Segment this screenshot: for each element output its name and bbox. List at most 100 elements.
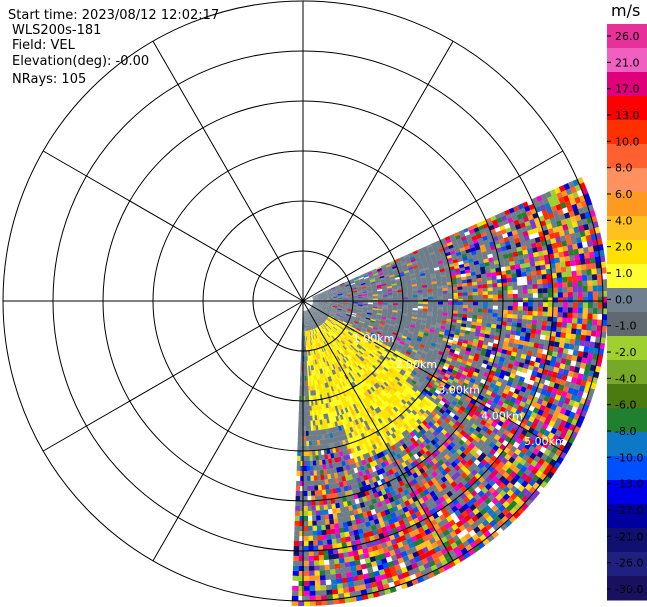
radar-ray	[312, 302, 605, 357]
range-label: 5.00km	[524, 435, 566, 448]
colorbar-tick-label: 17.0	[615, 83, 640, 96]
colorbar-cell	[607, 408, 647, 433]
radar-ray	[312, 244, 604, 300]
radar-ray	[308, 308, 490, 547]
colorbar-cell	[607, 96, 647, 121]
colorbar-tick-label: 8.0	[615, 162, 633, 175]
colorbar-tick-label: 6.0	[615, 188, 633, 201]
colorbar-tick-label: 13.0	[615, 109, 640, 122]
radar-ray	[312, 302, 604, 362]
colorbar-tick-label: -8.0	[615, 425, 636, 438]
radar-ray	[305, 310, 386, 597]
colorbar-cell	[607, 216, 647, 241]
radar-ray	[312, 209, 597, 299]
radar-ray	[305, 310, 397, 594]
radar-ray	[303, 310, 316, 606]
colorbar-tick-label: -21.0	[615, 530, 643, 543]
colorbar-tick-label: -13.0	[615, 478, 643, 491]
colorbar-tick-label: 2.0	[615, 241, 633, 254]
radar-ray	[310, 307, 529, 512]
colorbar-tick-label: -17.0	[615, 504, 643, 517]
radar-ray	[312, 221, 600, 299]
radar-ray	[312, 302, 606, 345]
colorbar-tick-label: -10.0	[615, 451, 643, 464]
colorbar-tick-label: 10.0	[615, 135, 640, 148]
radar-ray	[312, 176, 585, 298]
azimuth-spoke	[302, 300, 454, 562]
colorbar: m/s 26.0 21.0 17.0 13.0 10.0 8.0 6.0 4.0 2.0 1.0 0…	[607, 1, 647, 601]
radar-ray	[312, 301, 608, 310]
radar-ray	[312, 301, 607, 333]
radar-ray	[312, 302, 607, 339]
colorbar-cell	[607, 552, 647, 577]
colorbar-cell	[607, 336, 647, 361]
colorbar-cell	[607, 144, 647, 169]
radar-ray	[312, 304, 588, 418]
radar-ray	[304, 310, 363, 602]
colorbar-cell	[607, 192, 647, 217]
radar-ray	[308, 309, 471, 560]
range-label: 1.00km	[353, 332, 395, 345]
colorbar-cell	[607, 384, 647, 409]
instrument-text: WLS200s-181	[12, 23, 101, 38]
azimuth-spoke	[302, 150, 564, 302]
azimuth-spoke	[42, 150, 304, 302]
radar-ray	[303, 310, 340, 605]
radar-ray	[291, 310, 303, 606]
colorbar-tick-label: -6.0	[615, 399, 636, 412]
radar-ray	[312, 290, 608, 301]
colorbar-tick-label: 0.0	[615, 293, 633, 306]
radar-ray	[312, 301, 608, 316]
radar-ray	[303, 310, 328, 606]
azimuth-spoke	[42, 300, 304, 452]
radar-ray	[312, 302, 603, 368]
radar-ray	[312, 304, 583, 429]
elevation-text: Elevation(deg): -0.00	[12, 54, 149, 69]
field-text: Field: VEL	[12, 38, 76, 53]
colorbar-tick-label: -30.0	[615, 583, 643, 596]
colorbar-tick-label: -1.0	[615, 320, 636, 333]
colorbar-cell	[607, 72, 647, 97]
range-label: 2.00km	[396, 358, 438, 371]
start-time-text: Start time: 2023/08/12 12:02:17	[8, 8, 219, 23]
range-label: 4.00km	[481, 409, 523, 422]
radar-ray	[312, 303, 600, 379]
radar-ray	[312, 232, 602, 299]
colorbar-cell	[607, 240, 647, 265]
radar-ray	[312, 296, 608, 304]
azimuth-spoke	[302, 40, 454, 302]
radar-ray	[312, 301, 608, 322]
azimuth-spoke	[152, 300, 304, 562]
colorbar-ticks: 26.0 21.0 17.0 13.0 10.0 8.0 6.0 4.0 2.0 1.0 0.0 -1…	[607, 30, 643, 596]
colorbar-cell	[607, 168, 647, 193]
colorbar-tick-label: 26.0	[615, 30, 640, 43]
radar-ray	[312, 267, 607, 301]
colorbar-cell	[607, 456, 647, 481]
radar-ray	[312, 273, 608, 301]
radar-ray	[304, 310, 346, 604]
range-label: m	[287, 337, 298, 350]
range-label: 3.00km	[438, 384, 480, 397]
radar-data-layer	[291, 176, 608, 606]
colorbar-tick-label: -26.0	[615, 557, 643, 570]
colorbar-cell	[607, 264, 647, 289]
radar-ray	[312, 284, 608, 301]
header-block: Start time: 2023/08/12 12:02:17 WLS200s-…	[8, 8, 219, 87]
colorbar-cell	[607, 576, 647, 601]
radar-ray	[312, 255, 606, 300]
colorbar-cell	[607, 312, 647, 337]
azimuth-spoke	[302, 300, 564, 452]
nrays-text: NRays: 105	[12, 72, 86, 87]
colorbar-tick-label: 4.0	[615, 214, 633, 227]
colorbar-tick-label: -2.0	[615, 346, 636, 359]
radar-ray	[305, 310, 392, 595]
colorbar-unit-label: m/s	[611, 1, 640, 20]
colorbar-cell	[607, 360, 647, 385]
radar-ray	[309, 308, 508, 532]
colorbar-cell	[607, 24, 647, 49]
colorbar-tick-label: 1.0	[615, 267, 633, 280]
colorbar-tick-label: 21.0	[615, 56, 640, 69]
radar-ray	[304, 310, 351, 604]
